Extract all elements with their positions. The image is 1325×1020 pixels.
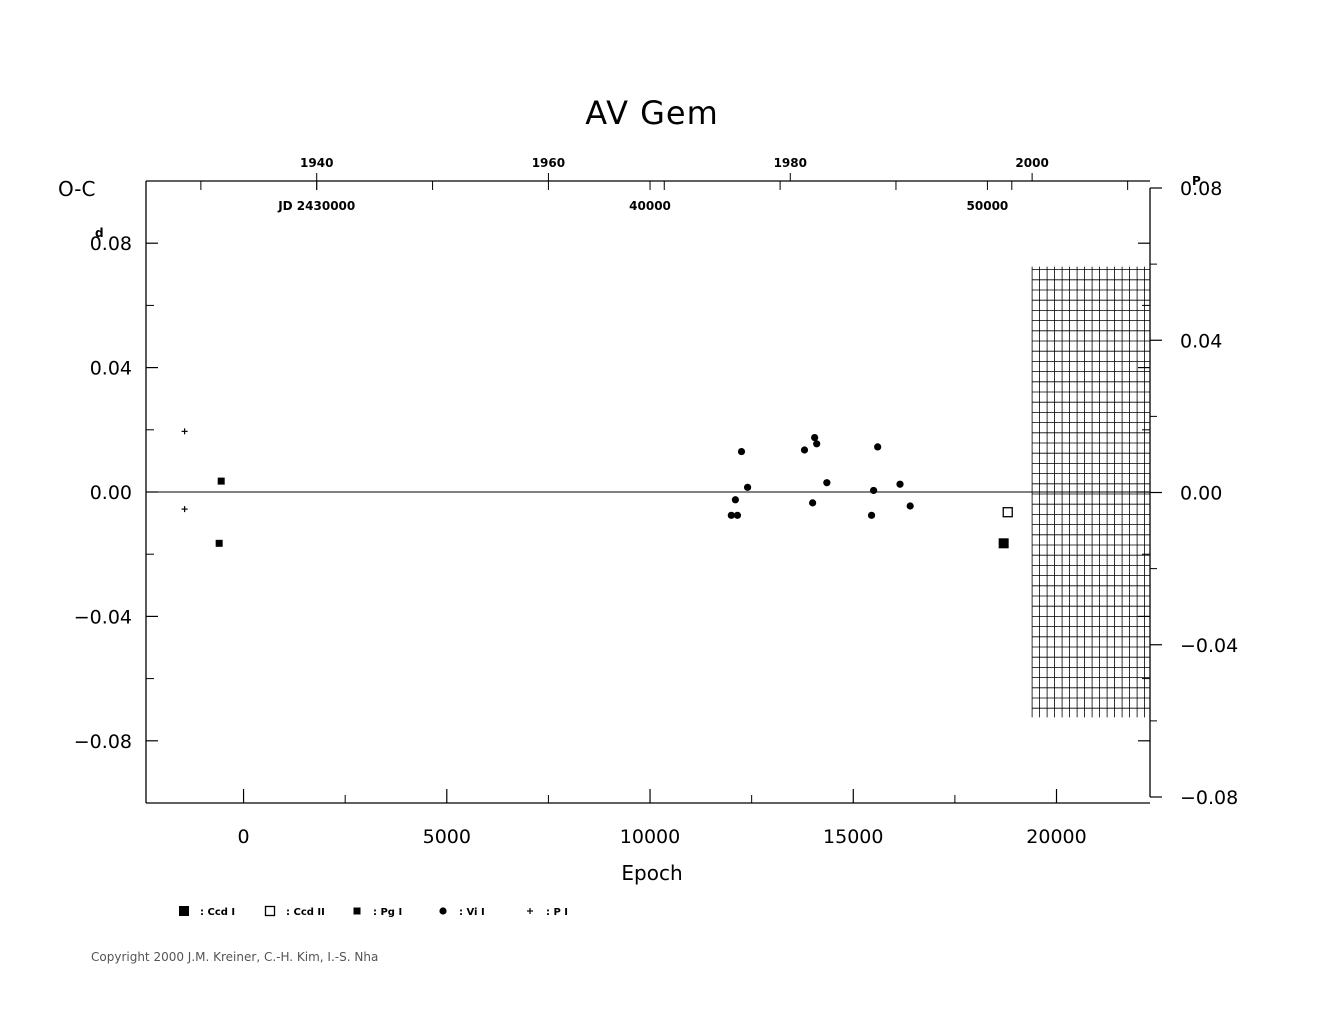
data-point	[813, 440, 821, 448]
right-tick-label: −0.04	[1180, 635, 1238, 657]
y-tick-label: −0.04	[74, 606, 132, 628]
year-tick-label: 1980	[774, 156, 807, 170]
legend-marker	[264, 905, 276, 917]
y-tick-label: 0.00	[90, 482, 132, 504]
jd-label: 50000	[967, 199, 1009, 213]
data-point	[1002, 507, 1013, 518]
y-unit-superscript: d	[95, 226, 104, 240]
y-axis-label: O-C	[58, 177, 95, 201]
legend-label: : Ccd II	[286, 907, 325, 918]
x-axis-label: Epoch	[621, 861, 682, 885]
year-tick-label: 2000	[1015, 156, 1048, 170]
data-points	[181, 428, 1013, 549]
chart-title: AV Gem	[585, 94, 719, 132]
data-point	[733, 511, 742, 519]
x-tick-label: 15000	[823, 826, 883, 848]
legend-label: : Vi I	[459, 907, 485, 918]
right-tick-label: 0.08	[1180, 178, 1222, 200]
legend-marker	[353, 907, 361, 915]
y-tick-label: 0.08	[90, 233, 132, 255]
year-tick-label: 1940	[300, 156, 333, 170]
data-point	[731, 496, 739, 504]
data-point	[743, 483, 752, 491]
data-point	[896, 480, 904, 488]
x-tick-label: 20000	[1026, 826, 1086, 848]
right-tick-label: 0.00	[1180, 483, 1222, 505]
data-point	[727, 511, 735, 519]
x-tick-label: 0	[238, 826, 250, 848]
data-point	[874, 443, 882, 451]
legend: : Ccd I : Ccd II : Pg I : Vi I : P I	[179, 905, 568, 918]
data-point	[737, 447, 746, 456]
data-point	[867, 511, 876, 519]
legend-label: : Pg I	[373, 907, 402, 918]
right-tick-label: −0.08	[1180, 787, 1238, 809]
hatched-region	[1031, 266, 1150, 718]
x-tick-label: 5000	[423, 826, 471, 848]
copyright-text: Copyright 2000 J.M. Kreiner, C.-H. Kim, …	[91, 950, 378, 964]
x-tick-label: 10000	[620, 826, 680, 848]
right-tick-label: 0.04	[1180, 330, 1222, 352]
legend-label: : P I	[546, 907, 568, 918]
data-point	[215, 539, 223, 547]
right-unit-superscript: P	[1192, 174, 1201, 188]
y-tick-label: −0.08	[74, 731, 132, 753]
data-point	[823, 479, 831, 487]
axes: 0.080.040.00−0.04−0.08dP0.080.040.00−0.0…	[74, 156, 1238, 848]
legend-label: : Ccd I	[200, 907, 235, 918]
data-point	[217, 477, 225, 485]
plot-frame	[145, 180, 1151, 804]
data-point	[906, 502, 914, 510]
data-point	[809, 499, 817, 507]
jd-label: JD 2430000	[277, 199, 355, 213]
data-point	[800, 446, 809, 454]
legend-marker	[179, 906, 189, 916]
year-tick-label: 1960	[532, 156, 565, 170]
data-point	[998, 538, 1009, 549]
y-tick-label: 0.04	[90, 358, 132, 380]
jd-label: 40000	[629, 199, 671, 213]
data-point	[869, 486, 878, 495]
legend-marker	[439, 907, 447, 915]
data-point	[811, 433, 819, 442]
